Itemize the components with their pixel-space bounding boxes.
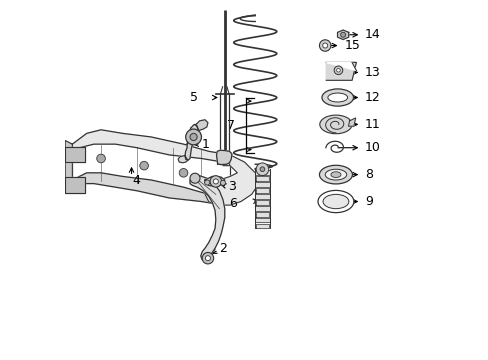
Polygon shape [255, 176, 268, 181]
Ellipse shape [319, 115, 351, 134]
Circle shape [179, 168, 187, 177]
Polygon shape [204, 155, 258, 205]
Polygon shape [254, 218, 270, 222]
Ellipse shape [317, 190, 353, 213]
Circle shape [213, 179, 218, 184]
Circle shape [205, 256, 210, 261]
Polygon shape [255, 212, 268, 217]
Polygon shape [255, 224, 268, 228]
Circle shape [220, 180, 225, 185]
Polygon shape [337, 30, 348, 40]
Polygon shape [72, 173, 230, 205]
Text: 3: 3 [227, 180, 235, 193]
Circle shape [260, 167, 264, 172]
Polygon shape [184, 125, 198, 160]
Text: 8: 8 [364, 168, 372, 181]
Circle shape [204, 180, 209, 185]
Polygon shape [65, 177, 85, 193]
Text: 11: 11 [364, 118, 380, 131]
Text: 15: 15 [344, 39, 359, 52]
Circle shape [97, 154, 105, 163]
Polygon shape [254, 206, 270, 211]
Circle shape [256, 163, 268, 176]
Text: 12: 12 [364, 91, 380, 104]
Polygon shape [254, 182, 270, 187]
Text: 9: 9 [364, 195, 372, 208]
Circle shape [202, 252, 213, 264]
Polygon shape [255, 200, 268, 205]
Polygon shape [204, 176, 224, 186]
Polygon shape [255, 188, 268, 193]
Polygon shape [196, 120, 207, 131]
Polygon shape [65, 140, 72, 187]
Ellipse shape [319, 165, 352, 184]
Text: 5: 5 [189, 91, 198, 104]
Text: 14: 14 [364, 28, 380, 41]
Polygon shape [348, 118, 355, 126]
Circle shape [336, 68, 340, 72]
Ellipse shape [327, 93, 347, 102]
Polygon shape [178, 156, 187, 163]
Polygon shape [216, 150, 231, 165]
Circle shape [190, 134, 197, 140]
Polygon shape [254, 170, 270, 175]
Text: 13: 13 [364, 66, 380, 79]
Ellipse shape [323, 194, 348, 209]
Circle shape [140, 161, 148, 170]
Circle shape [190, 173, 200, 183]
Text: 2: 2 [219, 242, 227, 255]
Text: 10: 10 [364, 141, 380, 154]
Polygon shape [254, 194, 270, 199]
Ellipse shape [325, 169, 346, 180]
Text: 4: 4 [132, 174, 140, 186]
Polygon shape [72, 130, 230, 162]
Text: 7: 7 [227, 119, 235, 132]
Circle shape [210, 176, 221, 187]
Ellipse shape [330, 172, 340, 177]
Circle shape [322, 43, 327, 48]
Circle shape [319, 40, 330, 51]
Circle shape [340, 32, 345, 37]
Polygon shape [190, 175, 224, 261]
Ellipse shape [321, 89, 353, 106]
Text: 6: 6 [229, 197, 237, 210]
Polygon shape [325, 62, 356, 80]
Text: 1: 1 [201, 138, 209, 150]
Polygon shape [65, 147, 85, 162]
Circle shape [185, 129, 201, 145]
Polygon shape [325, 62, 356, 71]
Circle shape [333, 66, 342, 75]
